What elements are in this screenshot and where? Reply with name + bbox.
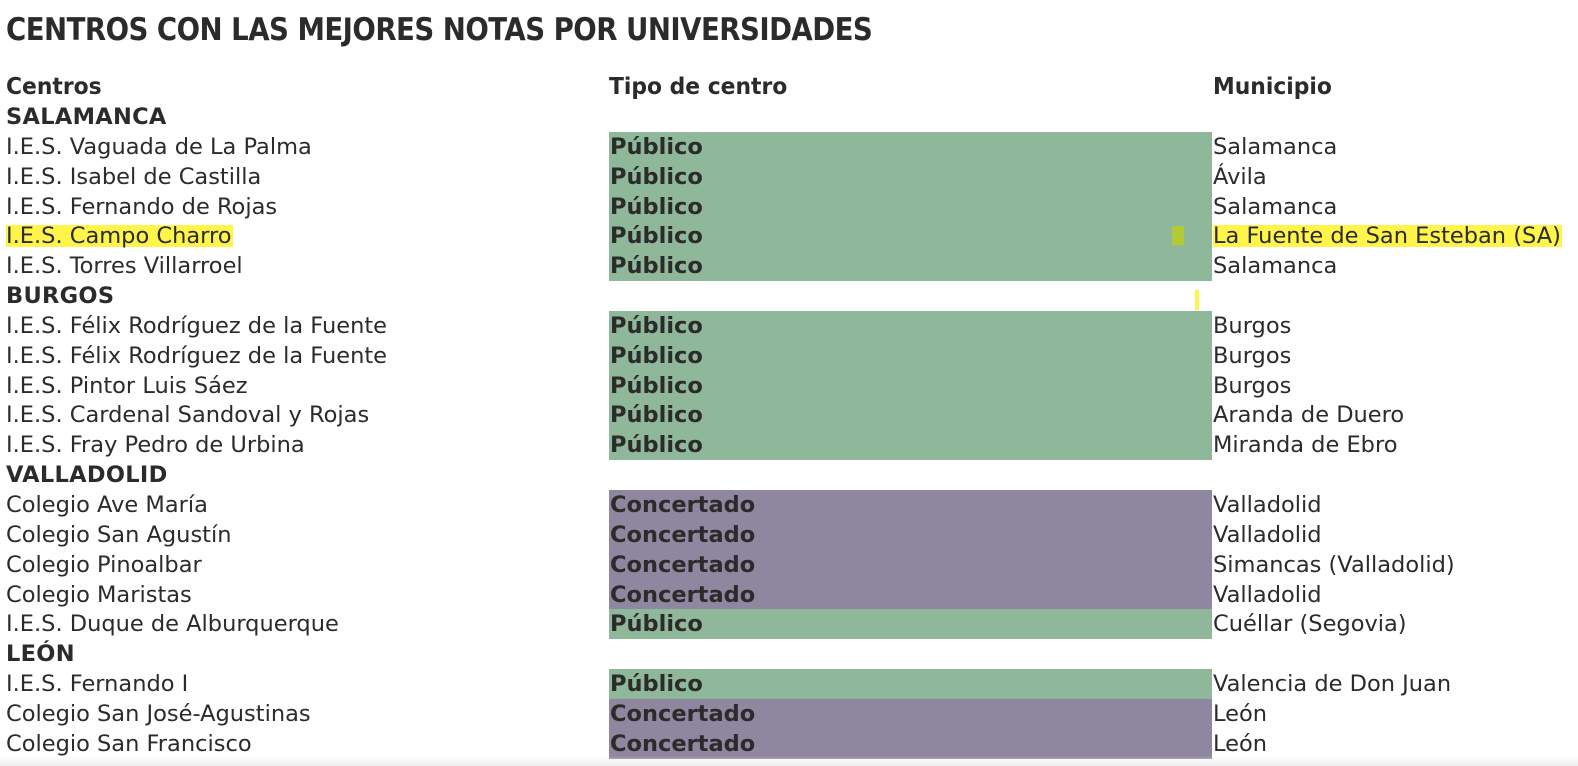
tipo-centro-cell: Público <box>609 310 1212 341</box>
centro-name: Colegio Maristas <box>6 581 192 608</box>
municipio-cell: Burgos <box>1213 312 1292 339</box>
tipo-centro-cell: Concertado <box>609 728 1212 759</box>
table-row: Colegio San Francisco Concertado León <box>0 728 1578 759</box>
tipo-centro-cell: Público <box>609 430 1212 461</box>
table-row: I.E.S. Fernando I Público Valencia de Don … <box>0 669 1578 699</box>
tipo-centro-cell: Público <box>609 131 1212 162</box>
group-header-row: VALLADOLID <box>0 460 1578 490</box>
table-row: Colegio Pinoalbar Concertado Simancas (Val… <box>0 549 1578 580</box>
group-name: LEÓN <box>6 641 75 668</box>
tipo-centro-cell: Público <box>609 669 1212 699</box>
centro-name: I.E.S. Fray Pedro de Urbina <box>6 432 305 459</box>
tipo-centro-cell: Público <box>609 609 1212 640</box>
tipo-centro-cell: Concertado <box>609 489 1212 520</box>
highlighter-stroke <box>1172 226 1184 246</box>
tipo-centro-cell: Público <box>609 340 1212 371</box>
bottom-edge-shadow <box>0 756 1578 766</box>
centro-name: I.E.S. Vaguada de La Palma <box>6 133 312 160</box>
centro-name: I.E.S. Duque de Alburquerque <box>6 611 339 638</box>
tipo-centro-cell: Público <box>609 251 1212 282</box>
centro-name: Colegio San Agustín <box>6 521 232 548</box>
municipio-cell: Salamanca <box>1213 133 1338 160</box>
table-row: I.E.S. Fray Pedro de Urbina Público Mirand… <box>0 430 1578 461</box>
tipo-centro-cell: Concertado <box>609 519 1212 550</box>
group-header-row: SALAMANCA <box>0 102 1578 132</box>
table-row: I.E.S. Duque de Alburquerque Público Cuéll… <box>0 609 1578 640</box>
table-row: Colegio Ave María Concertado Valladolid <box>0 489 1578 520</box>
highlighter-stroke <box>1195 290 1199 310</box>
centro-name: I.E.S. Torres Villarroel <box>6 253 243 280</box>
table-row: Colegio San Agustín Concertado Valladolid <box>0 519 1578 550</box>
centro-name: I.E.S. Cardenal Sandoval y Rojas <box>6 402 370 429</box>
centro-name: I.E.S. Fernando I <box>6 671 189 698</box>
highlighted-centro-name: I.E.S. Campo Charro <box>6 223 233 250</box>
table-row: I.E.S. Campo Charro Público La Fuente de S… <box>0 221 1578 252</box>
tipo-centro-cell: Público <box>609 400 1212 431</box>
tipo-centro-cell: Concertado <box>609 579 1212 610</box>
column-header-tipo: Tipo de centro <box>609 74 788 100</box>
municipio-cell: Burgos <box>1213 372 1292 399</box>
municipio-cell: Salamanca <box>1213 193 1338 220</box>
centro-name: Colegio Pinoalbar <box>6 551 202 578</box>
table-row: I.E.S. Fernando de Rojas Público Salamanca <box>0 191 1578 222</box>
table-row: I.E.S. Félix Rodríguez de la Fuente Públi… <box>0 310 1578 341</box>
page-title: CENTROS CON LAS MEJORES NOTAS POR UNIVER… <box>6 12 873 48</box>
municipio-cell: Aranda de Duero <box>1213 402 1405 429</box>
tipo-centro-cell: Público <box>609 161 1212 192</box>
table-row: Colegio Maristas Concertado Valladolid <box>0 579 1578 610</box>
column-header-centros: Centros <box>6 74 102 100</box>
table-row: I.E.S. Torres Villarroel Público Salamanca <box>0 251 1578 282</box>
table-row: I.E.S. Vaguada de La Palma Público Salaman… <box>0 131 1578 162</box>
centro-name: Colegio San José-Agustinas <box>6 700 311 727</box>
table-row: I.E.S. Pintor Luis Sáez Público Burgos <box>0 370 1578 401</box>
municipio-cell: Cuéllar (Segovia) <box>1213 611 1407 638</box>
centros-table: SALAMANCA I.E.S. Vaguada de La Palma Públi… <box>0 102 1578 759</box>
municipio-cell: Simancas (Valladolid) <box>1213 551 1455 578</box>
tipo-centro-cell: Público <box>609 370 1212 401</box>
column-header-municipio: Municipio <box>1213 74 1332 100</box>
municipio-cell: León <box>1213 730 1268 757</box>
table-row: I.E.S. Cardenal Sandoval y Rojas Público A… <box>0 400 1578 431</box>
table-row: Colegio San José-Agustinas Concertado León <box>0 698 1578 729</box>
tipo-centro-cell: Concertado <box>609 549 1212 580</box>
tipo-centro-cell: Público <box>609 221 1212 252</box>
municipio-cell: Valladolid <box>1213 581 1322 608</box>
centro-name: I.E.S. Pintor Luis Sáez <box>6 372 248 399</box>
highlighted-municipio: La Fuente de San Esteban (SA) <box>1213 223 1562 250</box>
municipio-cell: Ávila <box>1213 163 1267 190</box>
municipio-cell: Valencia de Don Juan <box>1213 671 1452 698</box>
group-name: VALLADOLID <box>6 462 168 489</box>
municipio-cell: Miranda de Ebro <box>1213 432 1398 459</box>
group-header-row: BURGOS <box>0 281 1578 311</box>
table-row: I.E.S. Félix Rodríguez de la Fuente Públi… <box>0 340 1578 371</box>
centro-name: I.E.S. Félix Rodríguez de la Fuente <box>6 342 387 369</box>
municipio-cell: León <box>1213 700 1268 727</box>
centro-name: Colegio Ave María <box>6 491 208 518</box>
tipo-centro-cell: Concertado <box>609 698 1212 729</box>
centro-name: Colegio San Francisco <box>6 730 252 757</box>
municipio-cell: Burgos <box>1213 342 1292 369</box>
municipio-cell: La Fuente de San Esteban (SA) <box>1213 221 1562 251</box>
group-header-row: LEÓN <box>0 639 1578 669</box>
table-row: I.E.S. Isabel de Castilla Público Ávila <box>0 161 1578 192</box>
centro-name: I.E.S. Isabel de Castilla <box>6 163 262 190</box>
centro-name: I.E.S. Félix Rodríguez de la Fuente <box>6 312 387 339</box>
municipio-cell: Valladolid <box>1213 491 1322 518</box>
tipo-centro-cell: Público <box>609 191 1212 222</box>
group-name: BURGOS <box>6 283 115 310</box>
group-name: SALAMANCA <box>6 104 167 130</box>
municipio-cell: Salamanca <box>1213 253 1338 280</box>
municipio-cell: Valladolid <box>1213 521 1322 548</box>
centro-name: I.E.S. Campo Charro <box>6 221 233 251</box>
centro-name: I.E.S. Fernando de Rojas <box>6 193 278 220</box>
